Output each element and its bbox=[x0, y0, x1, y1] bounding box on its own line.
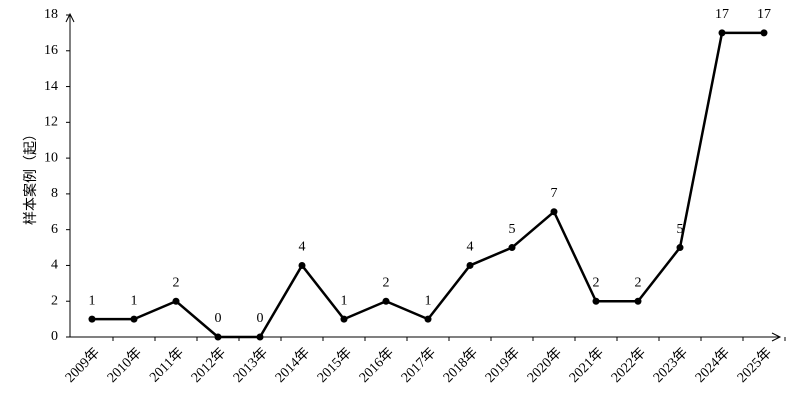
data-label: 4 bbox=[299, 240, 306, 255]
data-label: 1 bbox=[425, 293, 432, 308]
x-tick-label: 2023年 bbox=[650, 345, 691, 386]
x-tick-label: 2012年 bbox=[188, 345, 229, 386]
y-tick-label: 8 bbox=[51, 186, 58, 201]
x-tick-label: 2025年 bbox=[734, 345, 775, 386]
data-label: 5 bbox=[677, 222, 684, 237]
x-tick-label: 2009年 bbox=[62, 345, 103, 386]
point bbox=[718, 29, 726, 37]
y-axis-label: 样本案例（起） bbox=[22, 127, 39, 225]
line bbox=[92, 31, 764, 339]
y-tick-label: 14 bbox=[44, 79, 58, 94]
x-tick-label: 2024年 bbox=[692, 345, 733, 386]
data-label: 1 bbox=[131, 293, 138, 308]
x-axis-arrow bbox=[771, 332, 782, 342]
y-tick-label: 16 bbox=[44, 43, 58, 58]
y-tick-label: 10 bbox=[44, 150, 58, 165]
data-label: 2 bbox=[383, 275, 390, 290]
x-tick-label: 2010年 bbox=[104, 345, 145, 386]
data-label: 7 bbox=[551, 186, 558, 201]
data-label: 0 bbox=[215, 311, 222, 326]
point bbox=[214, 333, 222, 341]
point bbox=[88, 315, 96, 323]
x-tick-label: 2011年 bbox=[146, 345, 187, 386]
data-label: 5 bbox=[509, 222, 516, 237]
point bbox=[508, 244, 516, 252]
data-label: 2 bbox=[635, 275, 642, 290]
y-tick-label: 6 bbox=[51, 222, 58, 237]
data-label: 17 bbox=[757, 7, 771, 22]
point bbox=[550, 208, 558, 216]
data-label: 2 bbox=[173, 275, 180, 290]
data-label: 2 bbox=[593, 275, 600, 290]
data-label: 0 bbox=[257, 311, 264, 326]
x-tick-label: 2016年 bbox=[356, 345, 397, 386]
point bbox=[130, 315, 138, 323]
point bbox=[340, 315, 348, 323]
x-tick-label: 2021年 bbox=[566, 345, 607, 386]
point bbox=[760, 29, 768, 37]
point bbox=[676, 244, 684, 252]
point bbox=[256, 333, 264, 341]
x-tick-label: 2013年 bbox=[230, 345, 271, 386]
x-tick-label: 2018年 bbox=[440, 345, 481, 386]
point bbox=[298, 261, 306, 269]
y-tick-label: 0 bbox=[51, 329, 58, 344]
point bbox=[172, 297, 180, 305]
point bbox=[424, 315, 432, 323]
data-label: 1 bbox=[89, 293, 96, 308]
point bbox=[382, 297, 390, 305]
point bbox=[466, 261, 474, 269]
point bbox=[634, 297, 642, 305]
x-tick-label: 2017年 bbox=[398, 345, 439, 386]
y-tick-label: 4 bbox=[51, 258, 58, 273]
y-tick-label: 18 bbox=[44, 7, 58, 22]
x-tick-label: 2014年 bbox=[272, 345, 313, 386]
data-label: 4 bbox=[467, 240, 474, 255]
y-tick-label: 12 bbox=[44, 115, 58, 130]
y-tick-label: 2 bbox=[51, 293, 58, 308]
data-label: 1 bbox=[341, 293, 348, 308]
x-tick-label: 2020年 bbox=[524, 345, 565, 386]
point bbox=[592, 297, 600, 305]
x-tick-label: 2022年 bbox=[608, 345, 649, 386]
y-axis-arrow bbox=[65, 12, 75, 23]
x-tick-label: 2019年 bbox=[482, 345, 523, 386]
data-label: 17 bbox=[715, 7, 729, 22]
x-tick-label: 2015年 bbox=[314, 345, 355, 386]
